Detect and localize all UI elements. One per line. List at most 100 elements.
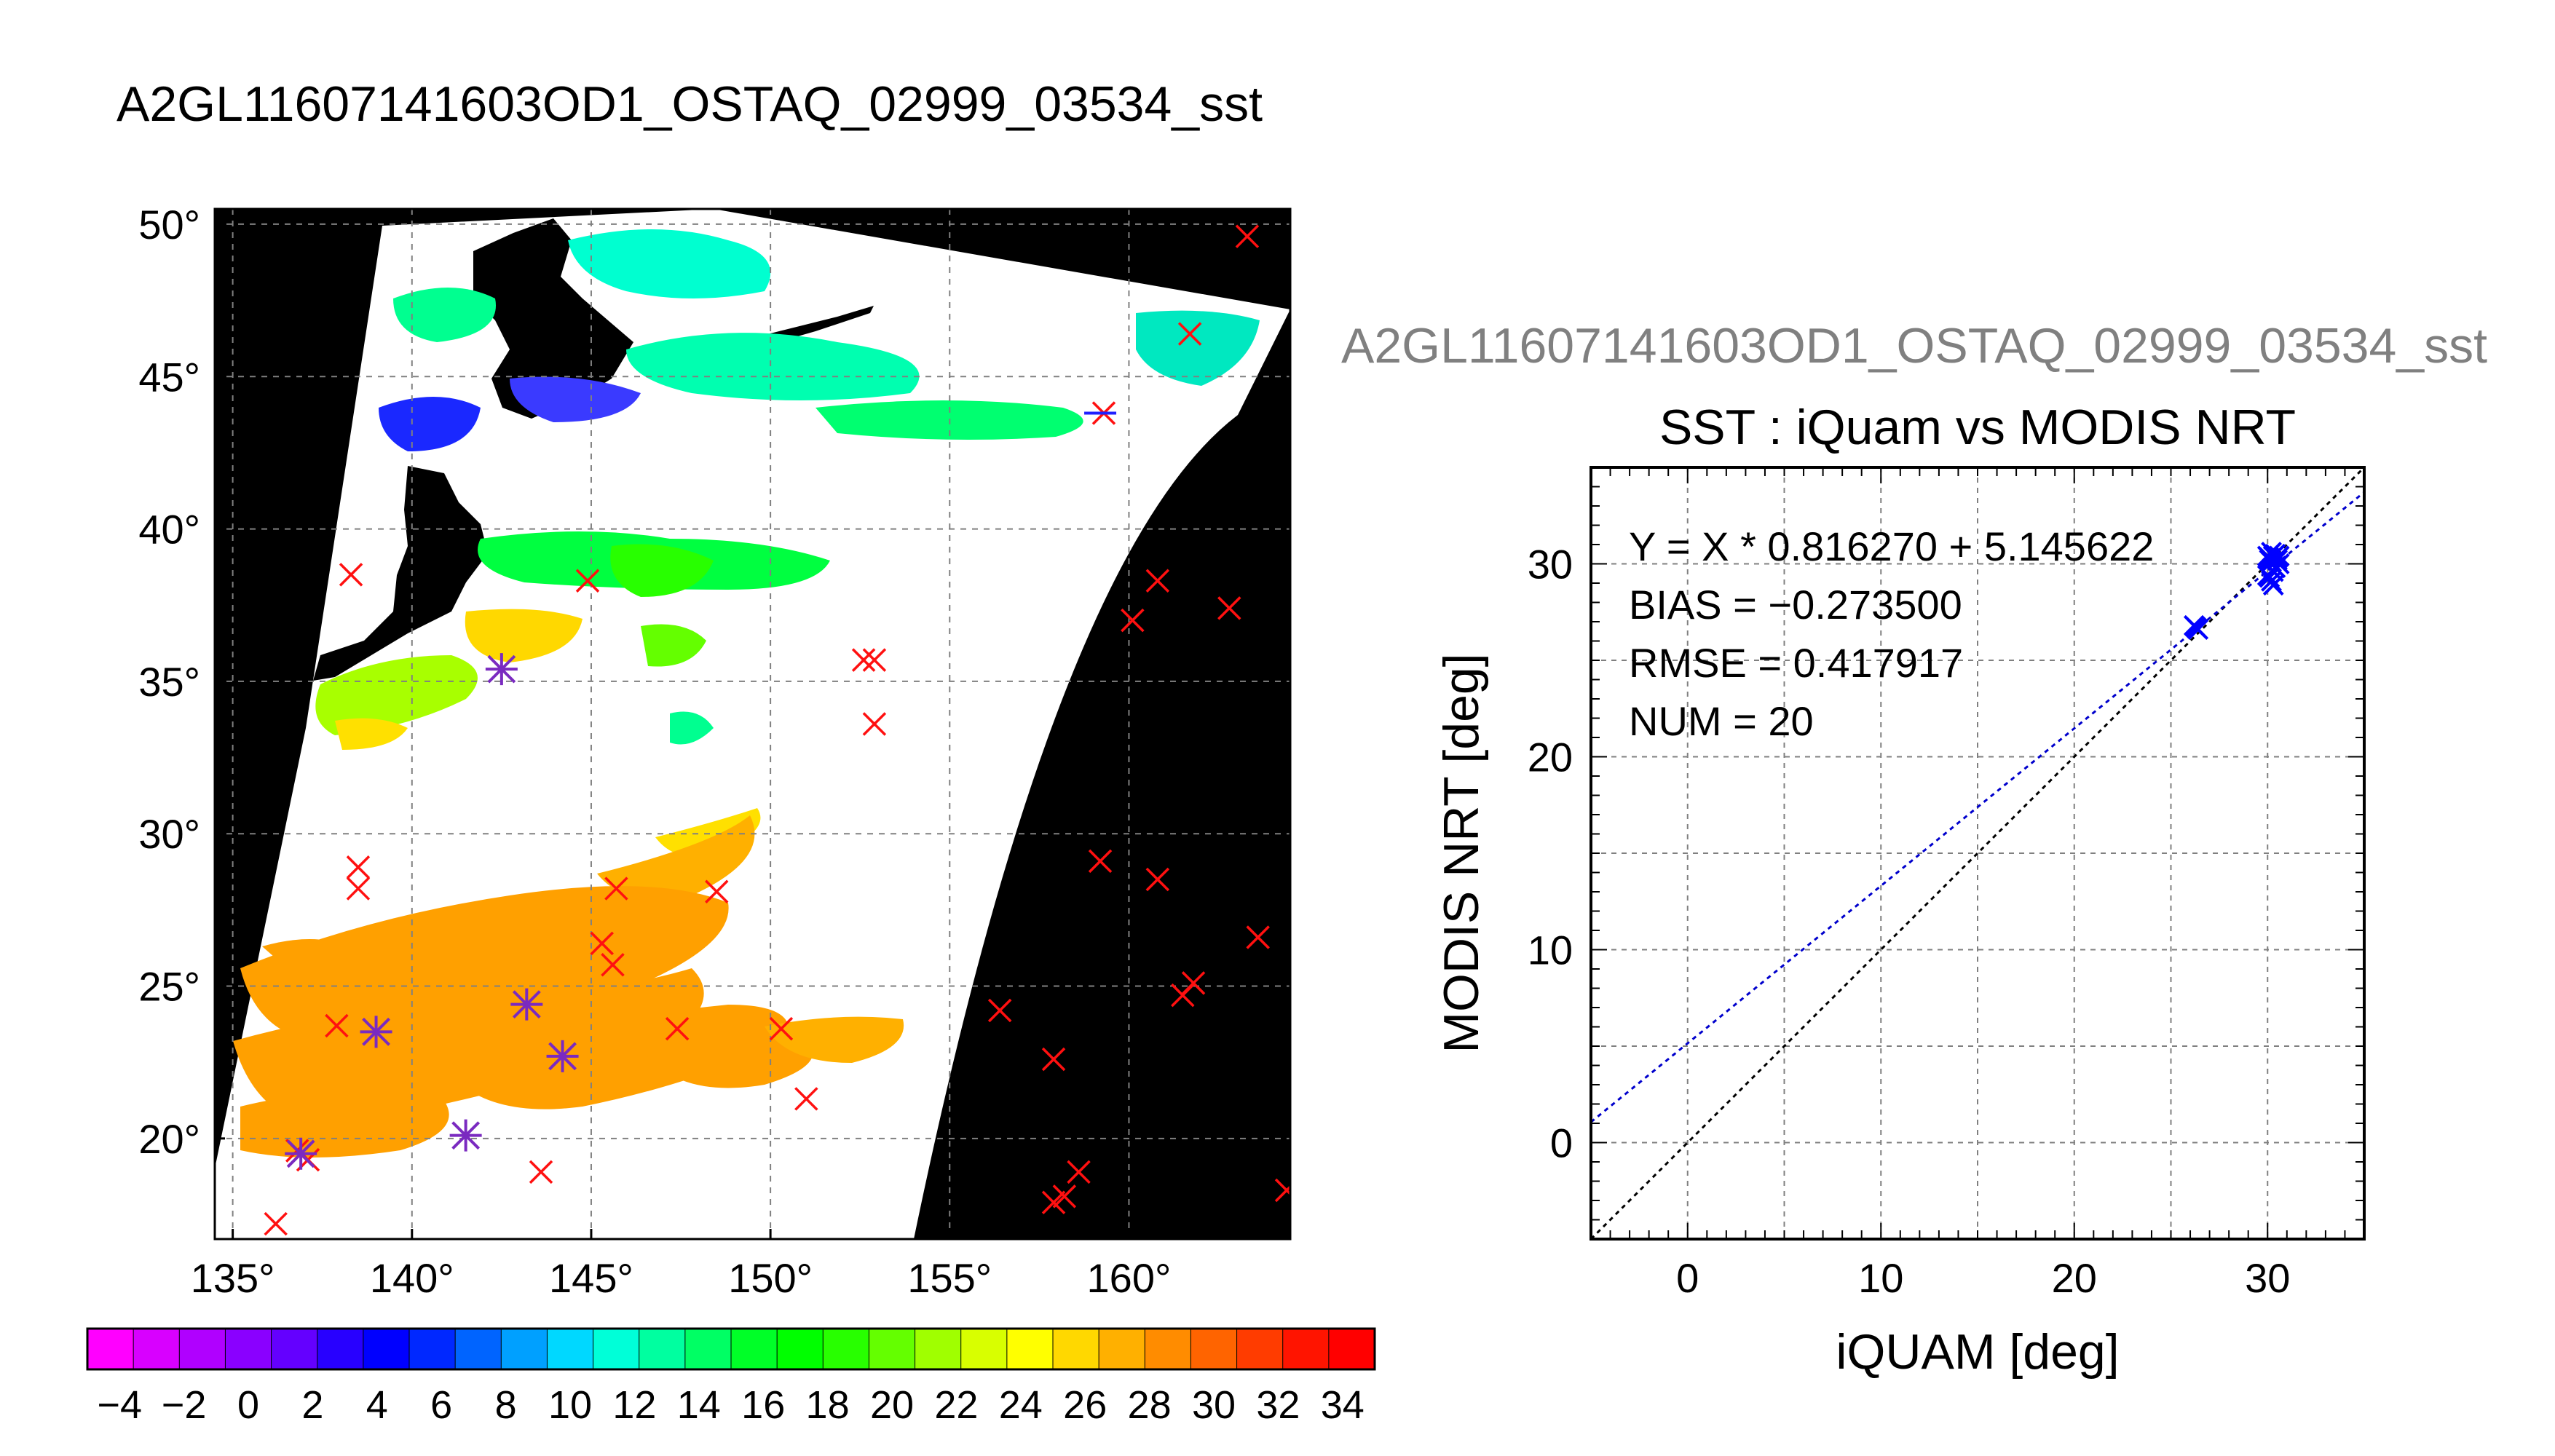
map-tick-marks <box>215 223 1130 1239</box>
map-red-x-mark <box>575 569 600 593</box>
map-lat-label: 30° <box>138 811 200 857</box>
tick-labels: 0 10 20 30 0 10 20 30 <box>1528 542 2291 1302</box>
map-lon-label: 140° <box>370 1255 454 1301</box>
map-red-x-mark <box>1121 608 1145 633</box>
colorbar-cell <box>1098 1328 1146 1370</box>
map-red-x-mark <box>1145 569 1170 593</box>
x-axis-label: iQUAM [deg] <box>1836 1324 2119 1380</box>
annotation-fit-equation: Y = X * 0.816270 + 5.145622 <box>1629 523 2154 569</box>
colorbar-cell <box>271 1328 318 1370</box>
map-marks <box>264 224 1290 1236</box>
colorbar-tick-label: 14 <box>677 1383 721 1427</box>
annotation-num: NUM = 20 <box>1629 698 1814 744</box>
colorbar-cell <box>1006 1328 1054 1370</box>
y-tick-label: 0 <box>1550 1120 1573 1166</box>
map-red-x-mark <box>987 998 1012 1023</box>
map-red-x-mark <box>346 877 371 901</box>
chart-title: SST : iQuam vs MODIS NRT <box>1659 400 2296 455</box>
colorbar-cell <box>546 1328 594 1370</box>
scatter-point <box>2262 574 2284 596</box>
colorbar-tick-label: 10 <box>548 1383 592 1427</box>
minor-tick-marks <box>1590 467 2365 1240</box>
x-tick-label: 30 <box>2245 1255 2290 1301</box>
map-lon-label: 160° <box>1087 1255 1172 1301</box>
colorbar-cell <box>1282 1328 1330 1370</box>
y-tick-label: 20 <box>1528 735 1573 780</box>
colorbar-tick-label: 18 <box>806 1383 850 1427</box>
map-grid <box>215 209 1290 1239</box>
map-red-x-mark <box>339 563 363 587</box>
map-red-x-mark <box>1181 971 1206 995</box>
map-lat-label: 45° <box>138 354 200 400</box>
map-red-x-mark <box>264 1211 288 1236</box>
map-lon-label: 150° <box>728 1255 813 1301</box>
map-lon-label: 135° <box>191 1255 275 1301</box>
map-red-x-mark <box>325 1013 349 1038</box>
map-red-x-mark <box>604 877 628 901</box>
map-red-x-mark <box>862 712 887 736</box>
colorbar-tick-label: 20 <box>870 1383 914 1427</box>
map-red-x-mark <box>665 1016 690 1041</box>
land-honshu <box>313 466 488 681</box>
map-lat-label: 35° <box>138 659 200 705</box>
colorbar-tick-label: 4 <box>366 1383 388 1427</box>
colorbar-cell <box>454 1328 502 1370</box>
colorbar-tick-label: 8 <box>495 1383 517 1427</box>
map-red-x-mark <box>769 1016 794 1041</box>
x-tick-label: 0 <box>1676 1255 1699 1301</box>
colorbar-cell <box>915 1328 962 1370</box>
x-tick-label: 10 <box>1858 1255 1903 1301</box>
colorbar-cell <box>408 1328 457 1370</box>
map-red-x-mark <box>1217 596 1241 620</box>
land-hokkaido <box>473 218 633 419</box>
map-red-x-mark <box>590 931 614 956</box>
colorbar-tick-labels: −4 −2 0 2 4 6 8 10 12 14 16 18 20 22 24 26 28 30 32 34 <box>97 1383 1364 1427</box>
colorbar-tick-label: 32 <box>1256 1383 1300 1427</box>
map-axis-labels: 135° 140° 145° 150° 155° 160° 20° 25° 30° 35° 40° 4… <box>138 202 1171 1301</box>
map-red-x-mark <box>1145 867 1170 892</box>
colorbar-cell <box>1052 1328 1100 1370</box>
stats-annotations: Y = X * 0.816270 + 5.145622 BIAS = −0.27… <box>1629 523 2154 744</box>
map-red-x-mark <box>346 855 371 879</box>
scatter-point <box>2262 545 2284 567</box>
colorbar-cell <box>1328 1328 1376 1370</box>
colorbar-tick-label: 16 <box>741 1383 785 1427</box>
colorbar-cell <box>133 1328 181 1370</box>
colorbar-tick-label: 22 <box>934 1383 978 1427</box>
map-red-x-mark <box>1067 1160 1091 1184</box>
colorbar-cell <box>1190 1328 1238 1370</box>
colorbar-cell <box>1236 1328 1284 1370</box>
scatter-grid <box>1591 467 2364 1239</box>
colorbar-cell <box>178 1328 226 1370</box>
colorbar-tick-label: 12 <box>612 1383 656 1427</box>
colorbar-tick-label: −4 <box>97 1383 142 1427</box>
y-axis-label: MODIS NRT [deg] <box>1434 653 1489 1053</box>
y-tick-label: 30 <box>1528 542 1573 587</box>
map-frame <box>213 207 1292 1241</box>
map-red-x-mark <box>1041 1047 1066 1072</box>
map-red-x-mark <box>862 648 887 672</box>
map-red-x-mark <box>1088 849 1113 874</box>
map-red-x-mark <box>601 952 625 977</box>
map-red-x-mark <box>529 1160 553 1184</box>
colorbar-frame <box>86 1327 1376 1371</box>
map-red-x-mark <box>1177 322 1202 346</box>
map-lon-label: 145° <box>549 1255 633 1301</box>
colorbar-cell <box>224 1328 272 1370</box>
colorbar-cell <box>317 1328 364 1370</box>
colorbar-cell <box>684 1328 732 1370</box>
colorbar-tick-label: 24 <box>999 1383 1043 1427</box>
colorbar-tick-label: 0 <box>237 1383 259 1427</box>
map-lat-label: 20° <box>138 1116 200 1162</box>
map-lon-label: 155° <box>907 1255 992 1301</box>
colorbar-cell <box>1144 1328 1192 1370</box>
map-red-x-mark <box>1246 925 1270 949</box>
colorbar-cell <box>960 1328 1008 1370</box>
colorbar-cell <box>593 1328 640 1370</box>
colorbar-tick-label: −2 <box>162 1383 207 1427</box>
colorbar-cells <box>87 1328 1376 1370</box>
colorbar-cell <box>639 1328 686 1370</box>
scatter-point <box>2187 619 2209 641</box>
overlay-title: A2GL11607141603OD1_OSTAQ_02999_03534_sst <box>1341 318 2487 373</box>
